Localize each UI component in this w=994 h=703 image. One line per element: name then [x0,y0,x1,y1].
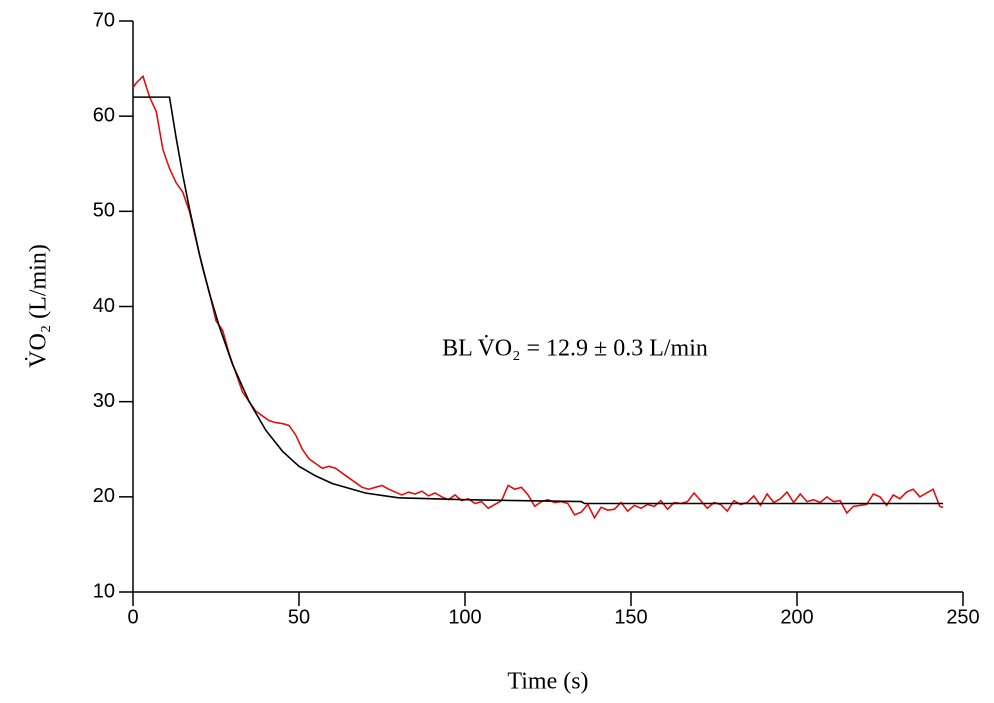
x-tick-label: 250 [946,606,979,628]
x-tick-label: 100 [448,606,481,628]
y-tick-label: 30 [93,390,115,412]
series-line [132,74,944,520]
x-axis-label: Time (s) [507,669,588,695]
annotation: BL V̇O₂ = 12.9 ± 0.3 L/min [442,335,708,361]
y-tick-label: 10 [93,580,115,602]
x-tick-label: 0 [127,606,138,628]
y-tick-label: 40 [93,295,115,317]
y-tick-label: 70 [93,9,115,31]
series-line [133,96,944,505]
x-tick-label: 50 [288,606,310,628]
x-tick-label: 200 [780,606,813,628]
y-tick-label: 20 [93,485,115,507]
y-axis-label: V̇O₂ (L/min) [25,244,51,368]
y-tick-label: 50 [93,200,115,222]
y-tick-label: 60 [93,104,115,126]
x-tick-label: 150 [614,606,647,628]
